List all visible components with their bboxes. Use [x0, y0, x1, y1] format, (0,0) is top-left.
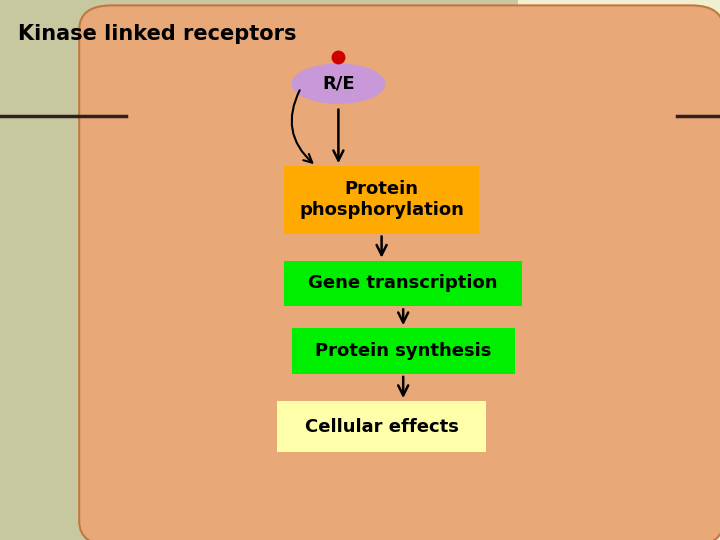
FancyArrowPatch shape — [292, 90, 312, 163]
Text: Protein
phosphorylation: Protein phosphorylation — [300, 180, 464, 219]
Text: R/E: R/E — [322, 75, 355, 93]
Bar — [0, 0, 112, 540]
FancyBboxPatch shape — [284, 166, 479, 233]
FancyBboxPatch shape — [292, 328, 515, 374]
Text: Gene transcription: Gene transcription — [308, 274, 498, 293]
Ellipse shape — [292, 63, 385, 104]
Text: Kinase linked receptors: Kinase linked receptors — [18, 24, 297, 44]
FancyBboxPatch shape — [284, 261, 522, 306]
FancyBboxPatch shape — [277, 401, 486, 453]
Text: Protein synthesis: Protein synthesis — [315, 342, 491, 360]
Text: Cellular effects: Cellular effects — [305, 417, 459, 436]
Bar — [0, 0, 518, 68]
FancyBboxPatch shape — [79, 5, 720, 540]
